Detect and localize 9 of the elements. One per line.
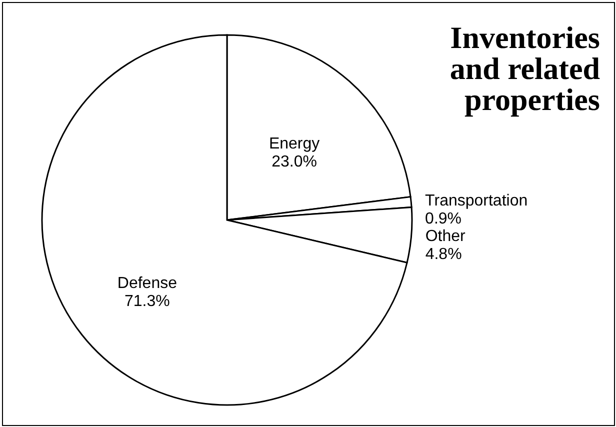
text: Inventories and related properties xyxy=(450,20,600,117)
data-label: 4.8% xyxy=(425,246,462,264)
slice-label: Transportation xyxy=(425,192,528,210)
slice-label: Defense xyxy=(117,275,178,292)
slice-label: Other xyxy=(425,228,466,246)
data-label: 71.3% xyxy=(124,293,170,310)
slice-label: Energy xyxy=(268,136,320,153)
data-label: 23.0% xyxy=(272,154,317,171)
data-label: 0.9% xyxy=(425,210,462,228)
